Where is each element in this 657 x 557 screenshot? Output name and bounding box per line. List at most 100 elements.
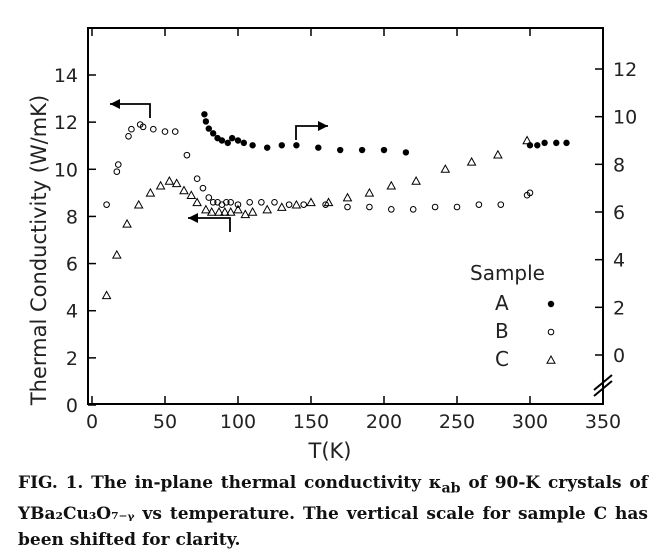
- y-left-tick-label: 14: [54, 65, 78, 87]
- series-c-point: [225, 206, 236, 216]
- series-a-point: [315, 144, 322, 151]
- series-a-point: [240, 139, 248, 147]
- arrow-right-a-head: [318, 121, 328, 131]
- series-b-point: [171, 128, 179, 135]
- series-a-point: [526, 142, 534, 149]
- series-c-point: [111, 249, 122, 259]
- thermal-conductivity-chart: 0 50 100 150 200 250 300 350 0 2 4 6 8 10 12 14 0 2 4 6 8 10 1…: [27, 27, 637, 463]
- series-b-point: [234, 201, 242, 208]
- series-a-point: [402, 149, 410, 156]
- series-a-point: [202, 118, 210, 125]
- y-right-tick-label: 0: [613, 345, 625, 367]
- caption-text-2: of 90-K crystals of YBa₂Cu₃O₇₋ᵧ vs tempe…: [18, 473, 648, 551]
- series-b-point: [125, 132, 132, 140]
- arrow-left-b-head: [110, 99, 120, 109]
- series-b-point: [209, 198, 217, 206]
- series-a-point: [278, 142, 285, 149]
- x-tick-label: 100: [220, 411, 256, 433]
- series-c-point: [466, 156, 477, 166]
- series-a-point: [541, 139, 548, 147]
- series-b-point: [388, 206, 395, 213]
- legend-marker-b: [547, 328, 555, 336]
- series-b-point: [227, 198, 234, 206]
- x-tick-label: 50: [153, 411, 177, 433]
- series-b-point: [300, 201, 308, 208]
- series-a-point: [293, 142, 300, 149]
- data-marks: [101, 111, 570, 300]
- caption-text: The in-plane thermal conductivity κ: [83, 473, 442, 493]
- series-a-point: [337, 146, 344, 154]
- series-c-point: [101, 290, 112, 300]
- annotation-arrows: [110, 99, 328, 232]
- x-tick-label: 150: [293, 411, 329, 433]
- y-left-tick-label: 8: [66, 206, 78, 228]
- series-a-point: [534, 142, 541, 149]
- series-c-point: [214, 206, 224, 216]
- series-c-point: [220, 206, 230, 216]
- series-c-point: [276, 202, 287, 211]
- tick-label-group: 0 50 100 150 200 250 300 350 0 2 4 6 8 10 12 14 0 2 4 6 8 10 1…: [54, 59, 637, 433]
- series-a-point: [249, 142, 256, 149]
- series-c-point: [306, 197, 316, 207]
- legend-label-c: C: [495, 347, 509, 371]
- series-c-point: [201, 204, 211, 214]
- caption-sub: ab: [441, 480, 461, 497]
- legend-marker-c: [546, 354, 556, 364]
- y-right-tick-label: 10: [613, 107, 637, 129]
- series-b-point: [139, 123, 147, 131]
- y-right-tick-label: 8: [613, 154, 625, 176]
- axis-break-mark: [593, 374, 613, 397]
- series-b-point: [199, 184, 207, 192]
- x-tick-label: 0: [86, 411, 98, 433]
- series-b-point: [526, 189, 534, 197]
- series-a-point: [228, 134, 236, 142]
- legend: Sample ABC: [470, 261, 556, 371]
- y-left-tick-label: 4: [66, 301, 78, 323]
- series-c-point: [342, 192, 353, 202]
- series-c-point: [262, 204, 273, 214]
- series-b-point: [285, 201, 293, 208]
- series-b-point: [183, 151, 191, 159]
- arrow-left-c: [188, 213, 231, 232]
- series-a-point: [234, 137, 242, 144]
- plot-frame: [87, 27, 604, 405]
- x-axis-title: T(K): [308, 439, 352, 463]
- series-c-point: [291, 199, 302, 209]
- legend-label-a: A: [495, 291, 509, 315]
- series-b-point: [366, 203, 373, 211]
- y-right-tick-label: 6: [613, 202, 625, 224]
- series-b-point: [322, 201, 329, 208]
- y-left-tick-label: 10: [54, 159, 78, 181]
- caption-prefix: FIG. 1.: [18, 473, 84, 493]
- series-a-point: [205, 125, 212, 132]
- series-c-point: [186, 190, 197, 200]
- series-c-point: [386, 180, 397, 190]
- series-b-point: [497, 201, 505, 208]
- arrow-left-b: [110, 99, 151, 118]
- series-c-point: [179, 185, 189, 195]
- series-c-point: [411, 175, 421, 185]
- series-b-point: [150, 125, 157, 133]
- series-c-point: [155, 180, 166, 190]
- figure-caption: FIG. 1. The in-plane thermal conductivit…: [18, 470, 648, 553]
- y-right-tick-label: 4: [613, 250, 625, 272]
- series-a-point: [224, 139, 231, 147]
- series-a-point: [380, 146, 388, 154]
- y-left-tick-label: 2: [66, 348, 78, 370]
- y-left-tick-label: 12: [54, 112, 78, 134]
- series-c-point: [133, 199, 144, 209]
- series-c-point: [440, 164, 451, 173]
- series-a-point: [563, 139, 570, 147]
- series-b-point: [453, 203, 461, 211]
- arrow-right-a: [295, 121, 328, 140]
- series-b-point: [246, 198, 253, 206]
- legend-title: Sample: [470, 261, 545, 285]
- series-a-point: [209, 130, 217, 137]
- series-b-point: [258, 198, 265, 206]
- y-right-tick-label: 12: [613, 59, 637, 81]
- series-b-point: [128, 125, 135, 133]
- tick-group: [88, 28, 604, 406]
- series-c-point: [240, 209, 251, 219]
- series-c-point: [145, 187, 156, 197]
- series-b-point: [161, 128, 169, 135]
